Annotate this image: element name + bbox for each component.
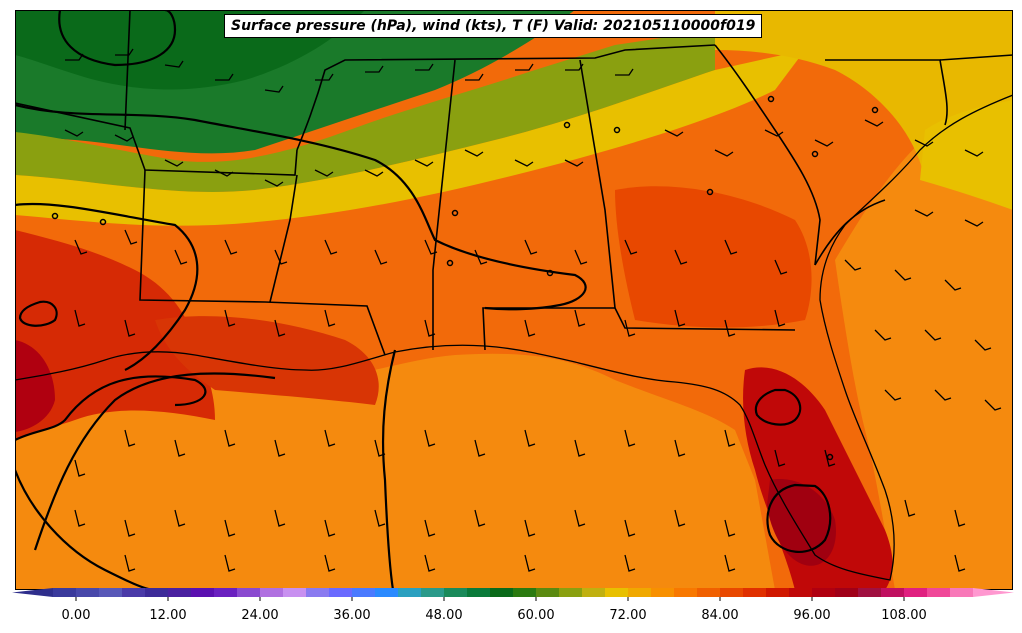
colorbar-cell xyxy=(168,588,192,597)
colorbar-cell xyxy=(421,588,445,597)
colorbar-cell xyxy=(352,588,376,597)
colorbar-tick-label: 36.00 xyxy=(333,608,370,623)
yellow-atlantic-patch xyxy=(920,100,1013,210)
colorbar-cell xyxy=(536,588,560,597)
colorbar-cell xyxy=(605,588,629,597)
colorbar-tick-label: 96.00 xyxy=(793,608,830,623)
isobars xyxy=(15,10,832,590)
colorbar-cell xyxy=(743,588,767,597)
colorbar-cell xyxy=(375,588,399,597)
colorbar-cell xyxy=(76,588,100,597)
colorbar-cell xyxy=(582,588,606,597)
colorbar-cell xyxy=(651,588,675,597)
map-title: Surface pressure (hPa), wind (kts), T (F… xyxy=(224,14,763,38)
colorbar-cell xyxy=(214,588,238,597)
colorbar-cell xyxy=(835,588,859,597)
colorbar-cell xyxy=(122,588,146,597)
coastline xyxy=(15,94,1013,581)
colorbar-cell xyxy=(789,588,813,597)
colorbar-cell xyxy=(881,588,905,597)
colorbar-tick-label: 108.00 xyxy=(881,608,927,623)
state-borders xyxy=(15,10,1013,356)
map-panel xyxy=(15,10,1013,590)
colorbar-cell xyxy=(145,588,169,597)
colorbar-tick-label: 60.00 xyxy=(517,608,554,623)
colorbar-cell xyxy=(559,588,583,597)
hot-region-louisiana xyxy=(155,316,379,405)
colorbar-cell xyxy=(99,588,123,597)
colorbar: 0.00 12.00 24.00 36.00 48.00 60.00 72.00 84.00 9… xyxy=(12,588,1014,623)
colorbar-cell xyxy=(306,588,330,597)
warm-region-georgia xyxy=(615,186,812,328)
colorbar-cell xyxy=(927,588,951,597)
hot-region-florida-core xyxy=(767,479,836,566)
colorbar-tick-label: 48.00 xyxy=(425,608,462,623)
colorbar-tick-label: 84.00 xyxy=(701,608,738,623)
colorbar-cell xyxy=(467,588,491,597)
colorbar-cell xyxy=(444,588,468,597)
colorbar-cell xyxy=(766,588,790,597)
colorbar-cell xyxy=(237,588,261,597)
colorbar-cell xyxy=(283,588,307,597)
colorbar-cell xyxy=(858,588,882,597)
colorbar-cell xyxy=(260,588,284,597)
olive-band xyxy=(15,30,715,193)
colorbar-cell xyxy=(812,588,836,597)
colorbar-cell xyxy=(697,588,721,597)
colorbar-cell xyxy=(720,588,744,597)
colorbar-tick-label: 0.00 xyxy=(62,608,91,623)
colorbar-tick-label: 24.00 xyxy=(241,608,278,623)
hot-region-texas xyxy=(15,230,215,440)
colorbar-cell xyxy=(398,588,422,597)
colorbar-cell xyxy=(53,588,77,597)
colorbar-ticks: 0.00 12.00 24.00 36.00 48.00 60.00 72.00 84.00 9… xyxy=(62,597,927,623)
colorbar-tick-label: 72.00 xyxy=(609,608,646,623)
colorbar-cell xyxy=(191,588,215,597)
atlantic-water-layer xyxy=(835,70,1013,590)
colorbar-cell xyxy=(674,588,698,597)
calm-wind-markers xyxy=(51,95,879,461)
hot-region-south-texas xyxy=(15,340,55,432)
wind-barbs xyxy=(64,48,1002,572)
colorbar-cell xyxy=(490,588,514,597)
colorbar-cell xyxy=(513,588,537,597)
colorbar-cells xyxy=(12,588,1014,597)
colorbar-cell xyxy=(904,588,928,597)
colorbar-tick-label: 12.00 xyxy=(149,608,186,623)
colorbar-cell xyxy=(329,588,353,597)
colorbar-extend-low xyxy=(12,588,53,597)
colorbar-extend-high xyxy=(973,588,1014,597)
colorbar-cell xyxy=(950,588,974,597)
colorbar-cell xyxy=(628,588,652,597)
